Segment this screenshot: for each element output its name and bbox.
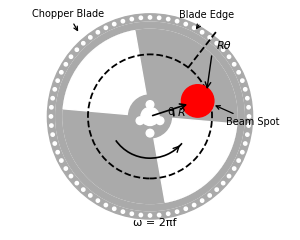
Circle shape [237,159,240,162]
Circle shape [121,19,124,23]
Circle shape [49,115,52,118]
Circle shape [184,207,188,210]
Circle shape [69,174,73,178]
Text: R: R [178,108,185,118]
Circle shape [158,213,161,217]
Circle shape [248,115,251,118]
Text: Chopper Blade: Chopper Blade [32,9,104,30]
Circle shape [146,101,154,108]
Circle shape [51,133,54,136]
Circle shape [221,48,225,51]
Circle shape [56,22,244,211]
Circle shape [128,95,172,138]
Circle shape [96,30,100,34]
Circle shape [75,181,79,185]
Circle shape [146,129,154,137]
Wedge shape [150,116,237,202]
Circle shape [121,210,124,213]
Circle shape [208,36,211,39]
Circle shape [104,26,107,30]
Circle shape [63,29,237,204]
Circle shape [200,30,204,34]
Circle shape [64,167,68,170]
Circle shape [56,79,59,82]
Circle shape [247,106,250,109]
Circle shape [64,63,68,66]
Circle shape [237,71,240,74]
Text: Blade Edge: Blade Edge [178,10,234,28]
Circle shape [182,85,214,117]
Circle shape [53,142,56,145]
Circle shape [200,199,204,202]
Circle shape [141,107,159,126]
Text: ω = 2πf: ω = 2πf [133,218,176,228]
Circle shape [221,181,225,185]
Circle shape [148,16,152,19]
Circle shape [112,22,116,26]
Circle shape [208,194,211,197]
Wedge shape [63,31,150,116]
Circle shape [139,16,142,19]
Circle shape [75,48,79,51]
Circle shape [215,42,218,45]
Circle shape [82,42,85,45]
Circle shape [167,18,170,21]
Circle shape [193,203,196,207]
Circle shape [96,199,100,202]
Circle shape [247,124,250,127]
Circle shape [156,117,164,125]
Circle shape [232,63,236,66]
Circle shape [244,88,247,91]
Circle shape [193,26,196,30]
Circle shape [56,22,244,211]
Circle shape [241,79,244,82]
Circle shape [50,124,53,127]
Circle shape [53,88,56,91]
Circle shape [104,203,107,207]
Circle shape [184,22,188,26]
Circle shape [50,106,53,109]
Circle shape [246,133,249,136]
Circle shape [139,213,142,217]
Circle shape [69,55,73,58]
Circle shape [130,18,134,21]
Circle shape [82,188,85,191]
Text: Beam Spot: Beam Spot [216,106,280,127]
Circle shape [136,117,144,125]
Circle shape [176,210,179,213]
Circle shape [215,188,218,191]
Text: θ: θ [167,107,174,117]
Circle shape [51,96,54,100]
Circle shape [60,159,63,162]
Circle shape [241,150,244,154]
Circle shape [232,167,236,170]
Circle shape [47,14,253,219]
Circle shape [227,55,231,58]
Circle shape [112,207,116,210]
Circle shape [60,71,63,74]
Circle shape [246,96,249,100]
Text: Rθ: Rθ [217,41,231,51]
Circle shape [167,212,170,216]
Circle shape [89,36,92,39]
Circle shape [89,194,92,197]
Circle shape [244,142,247,145]
Circle shape [227,174,231,178]
Circle shape [130,212,134,216]
Circle shape [56,150,59,154]
Circle shape [158,16,161,19]
Circle shape [176,19,179,23]
Circle shape [148,214,152,217]
Circle shape [63,29,237,204]
